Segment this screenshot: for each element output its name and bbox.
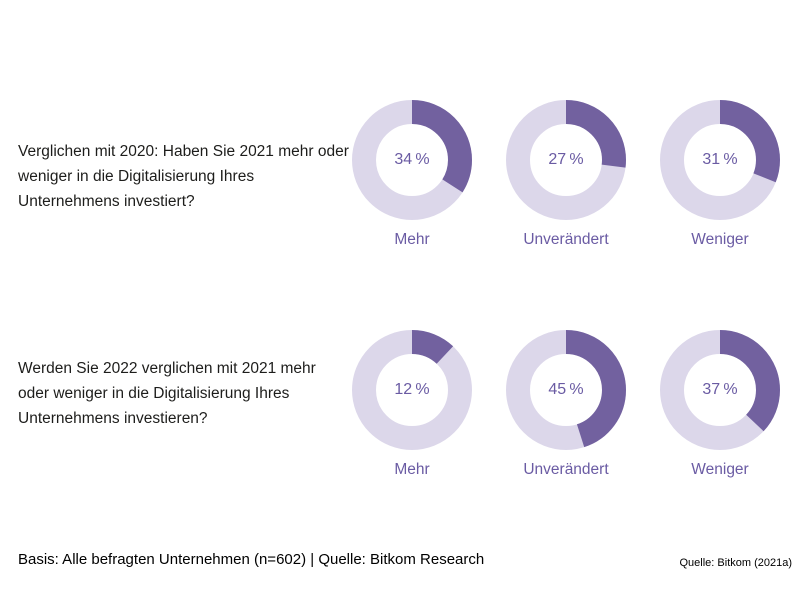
donut-center-value: 12 % bbox=[394, 381, 430, 398]
donut-category-label: Unverändert bbox=[523, 231, 609, 248]
donut-ring: 34 % bbox=[352, 100, 472, 220]
donut-chart: 27 % Unverändert bbox=[491, 100, 641, 249]
donut-chart: 34 % Mehr bbox=[337, 100, 487, 249]
question-text-row2: Werden Sie 2022 verglichen mit 2021 mehr… bbox=[18, 360, 316, 427]
donut-segment bbox=[660, 330, 780, 450]
donut-category-label: Mehr bbox=[394, 231, 430, 248]
donut-chart: 37 % Weniger bbox=[645, 330, 795, 479]
donut-segment bbox=[352, 100, 472, 220]
donut-center-value: 31 % bbox=[702, 151, 738, 168]
donut-center-value: 34 % bbox=[394, 151, 430, 168]
donut-segment bbox=[506, 100, 626, 220]
donut-center-value: 27 % bbox=[548, 151, 584, 168]
donut-category-label: Weniger bbox=[691, 231, 749, 248]
donut-ring: 27 % bbox=[506, 100, 626, 220]
donut-segment bbox=[352, 330, 472, 450]
donut-chart: 12 % Mehr bbox=[337, 330, 487, 479]
donut-ring: 12 % bbox=[352, 330, 472, 450]
footer-basis-note: Basis: Alle befragten Unternehmen (n=602… bbox=[18, 551, 485, 568]
donut-category-label: Mehr bbox=[394, 461, 430, 478]
footer-source-note: Quelle: Bitkom (2021a) bbox=[679, 557, 793, 569]
donut-center-value: 37 % bbox=[702, 381, 738, 398]
donut-ring: 37 % bbox=[660, 330, 780, 450]
donut-segment bbox=[506, 330, 626, 450]
donut-category-label: Unverändert bbox=[523, 461, 609, 478]
donut-category-label: Weniger bbox=[691, 461, 749, 478]
donut-chart: 31 % Weniger bbox=[645, 100, 795, 249]
question-text-row1: Verglichen mit 2020: Haben Sie 2021 mehr… bbox=[18, 143, 349, 210]
donut-ring: 45 % bbox=[506, 330, 626, 450]
donut-segment bbox=[660, 100, 780, 220]
donut-chart: 45 % Unverändert bbox=[491, 330, 641, 479]
donut-ring: 31 % bbox=[660, 100, 780, 220]
donut-center-value: 45 % bbox=[548, 381, 584, 398]
